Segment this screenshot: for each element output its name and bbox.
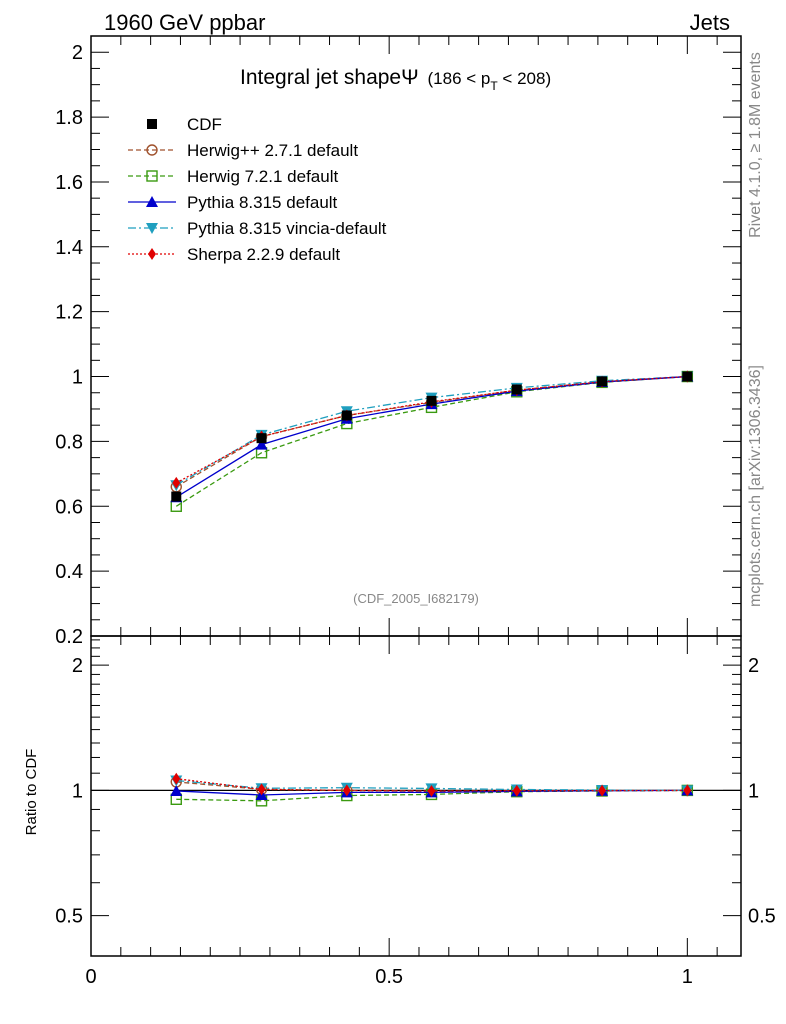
data-point (171, 491, 182, 502)
y-tick-label: 2 (72, 42, 83, 64)
data-point (341, 410, 352, 421)
ratio-tick-label-right: 2 (748, 655, 759, 677)
ratio-plot-frame (90, 635, 742, 957)
legend-label: Sherpa 2.2.9 default (187, 245, 340, 264)
header-category-label: Jets (690, 10, 730, 35)
y-tick-label: 1.6 (55, 172, 83, 194)
chart-title: Integral jet shapeΨ (186 < pT < 208) (240, 66, 551, 93)
y-tick-label: 0.6 (55, 496, 83, 518)
data-point (682, 371, 693, 382)
y-tick-label: 1.4 (55, 237, 83, 259)
legend-label: Pythia 8.315 vincia-default (187, 219, 387, 238)
y-tick-label: 1.2 (55, 302, 83, 324)
ratio-tick-label-left: 1 (72, 780, 83, 802)
ratio-axis-label: Ratio to CDF (23, 749, 40, 836)
ratio-data-point (170, 784, 183, 796)
data-point (426, 395, 437, 406)
series-line (175, 375, 688, 484)
ratio-tick-label-right: 1 (748, 780, 759, 802)
legend-marker (146, 196, 158, 207)
data-layer (170, 370, 694, 807)
ratio-data-point (257, 783, 266, 796)
legend-marker (147, 119, 157, 129)
legend-label: Pythia 8.315 default (187, 193, 338, 212)
y-tick-label: 0.8 (55, 431, 83, 453)
ratio-data-point (683, 784, 692, 797)
data-point (172, 476, 181, 489)
analysis-watermark: (CDF_2005_I682179) (353, 591, 479, 606)
ratio-tick-label-left: 0.5 (55, 906, 83, 928)
x-tick-label: 0 (85, 966, 96, 988)
legend-marker (148, 248, 156, 260)
ratio-data-point (427, 784, 436, 797)
legend-label: Herwig++ 2.7.1 default (187, 141, 358, 160)
ratio-data-point (342, 784, 351, 797)
legend-label: Herwig 7.2.1 default (187, 167, 338, 186)
y-tick-label: 1 (72, 367, 83, 389)
data-point (597, 376, 608, 387)
ratio-tick-label-right: 0.5 (748, 906, 776, 928)
legend: CDF Herwig++ 2.7.1 default Herwig 7.2.1 de… (128, 115, 387, 264)
ratio-data-point (512, 784, 521, 797)
header-energy-label: 1960 GeV ppbar (104, 10, 265, 35)
data-point (255, 438, 268, 450)
mcplots-label: mcplots.cern.ch [arXiv:1306.3436] (747, 365, 764, 607)
y-tick-label: 1.8 (55, 107, 83, 129)
ratio-data-point (598, 784, 607, 797)
legend-label: CDF (187, 115, 222, 134)
x-tick-label: 0.5 (375, 966, 403, 988)
legend-marker (146, 223, 158, 234)
ratio-tick-label-left: 2 (72, 655, 83, 677)
ratio-data-point (172, 772, 181, 785)
axes-layer: 0.2 0.4 0.6 0.8 1 1.2 1.4 1.6 1.8 2 0 0.5 1 0.5 0.5 1 1 2… (55, 36, 776, 988)
y-tick-label: 0.2 (55, 626, 83, 648)
data-point (256, 433, 267, 444)
data-point (511, 384, 522, 395)
legend-marker (146, 144, 158, 156)
x-tick-label: 1 (682, 966, 693, 988)
y-tick-label: 0.4 (55, 561, 83, 583)
legend-marker (146, 170, 158, 182)
rivet-version-label: Rivet 4.1.0, ≥ 1.8M events (747, 52, 764, 238)
